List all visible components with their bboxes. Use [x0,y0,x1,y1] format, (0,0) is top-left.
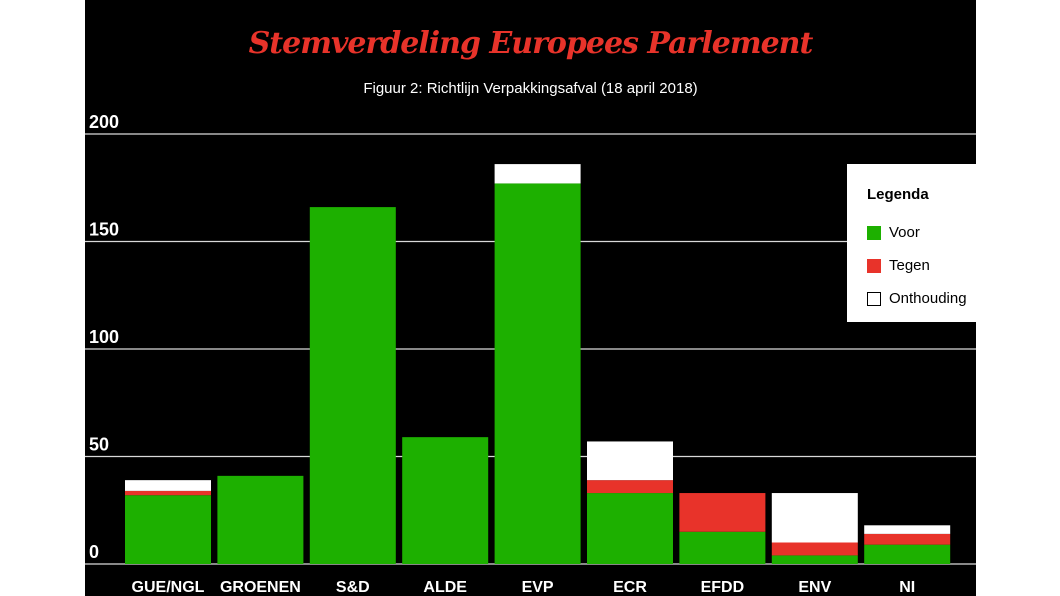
x-tick-label-gue-ngl: GUE/NGL [132,579,205,596]
bar-evp-voor [494,183,581,564]
legend-label-voor: Voor [889,224,920,241]
x-axis-labels: GUE/NGL GROENEN S&D ALDE EVP ECR EFDD ENV NI [132,579,916,596]
x-tick-label-alde: ALDE [423,579,467,596]
chart-panel: Stemverdeling Europees Parlement Figuur … [85,0,976,596]
bar-evp-onthouding [494,164,581,184]
bar-ni-onthouding [864,525,951,534]
legend-label-tegen: Tegen [889,257,930,274]
x-tick-label-s-d: S&D [336,579,370,596]
y-tick-label-50: 50 [89,435,109,455]
legend-title: Legenda [867,186,929,203]
legend-swatch-voor [867,225,881,240]
legend-swatch-onthouding [867,291,881,306]
x-tick-label-env: ENV [798,579,831,596]
bar-ecr-voor [587,493,673,564]
bar-ecr-onthouding [587,441,673,481]
bar-gue-ngl-voor [125,495,211,564]
x-tick-label-groenen: GROENEN [220,579,301,596]
bar-chart: 0 50 100 150 200 GUE/NGL GROENEN S&D ALDE EVP ECR… [85,112,976,596]
bar-gue-ngl-onthouding [125,480,211,491]
bar-alde-voor [402,437,489,564]
legend-item-onthouding: Onthouding [867,282,976,315]
legend-item-tegen: Tegen [867,249,976,282]
bar-ecr-tegen [587,480,673,494]
y-tick-label-150: 150 [89,220,119,240]
bar-ni-voor [864,544,951,564]
bar-efdd-tegen [679,493,766,532]
bars [125,164,951,564]
x-tick-label-ecr: ECR [613,579,647,596]
bar-s-d-voor [309,207,396,564]
bar-ni-tegen [864,533,951,545]
x-tick-label-efdd: EFDD [701,579,745,596]
y-tick-label-0: 0 [89,542,99,562]
legend-label-onthouding: Onthouding [889,290,967,307]
legend: Legenda Voor Tegen Onthouding [847,164,976,322]
x-tick-label-evp: EVP [522,579,554,596]
legend-swatch-tegen [867,258,881,273]
x-tick-label-ni: NI [899,579,915,596]
y-axis-ticks: 0 50 100 150 200 [89,112,119,562]
y-tick-label-200: 200 [89,112,119,132]
bar-groenen-voor [217,475,304,564]
bar-env-voor [771,555,858,564]
y-tick-label-100: 100 [89,327,119,347]
bar-env-onthouding [771,493,858,543]
bar-env-tegen [771,542,858,556]
legend-item-voor: Voor [867,216,976,249]
bar-efdd-voor [679,531,766,564]
bar-gue-ngl-tegen [125,490,211,496]
chart-title: Stemverdeling Europees Parlement [248,26,814,61]
chart-subtitle: Figuur 2: Richtlijn Verpakkingsafval (18… [363,80,698,97]
